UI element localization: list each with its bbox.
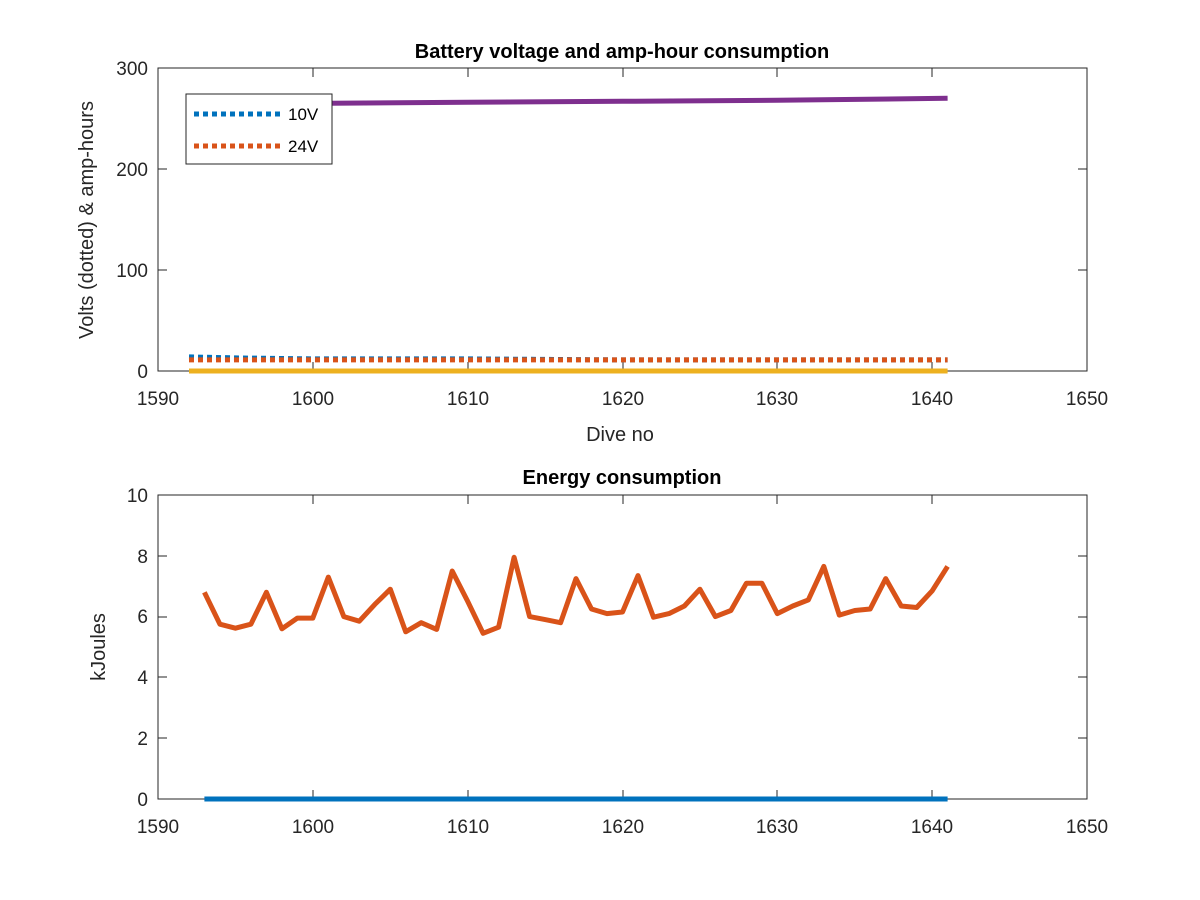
bottom-series-group — [202, 554, 950, 802]
bottom-xtick-label: 1630 — [756, 817, 798, 838]
top-xtick-label: 1650 — [1066, 389, 1108, 410]
top-title: Battery voltage and amp-hour consumption — [415, 41, 829, 63]
bottom-xtick-label: 1620 — [602, 817, 644, 838]
top-ytick-label: 300 — [116, 59, 148, 80]
bottom-series-line-series-1 — [202, 554, 950, 636]
bottom-xtick-label: 1640 — [911, 817, 953, 838]
bottom-ytick-label: 6 — [137, 607, 148, 628]
top-ytick-label: 0 — [137, 362, 148, 383]
bottom-x-ticks: 1590 1600 1610 1620 1630 1640 1650 — [137, 817, 1108, 838]
bottom-ytick-label: 0 — [137, 790, 148, 811]
top-ytick-label: 200 — [116, 160, 148, 181]
bottom-xtick-label: 1590 — [137, 817, 179, 838]
bottom-axes: Energy consumption 0 2 4 6 8 10 1590 160… — [88, 467, 1108, 838]
top-axes: Battery voltage and amp-hour consumption… — [76, 41, 1108, 446]
top-x-ticks: 1590 1600 1610 1620 1630 1640 1650 — [137, 389, 1108, 410]
top-legend: 10V 24V — [185, 93, 333, 165]
bottom-ytick-label: 4 — [137, 668, 148, 689]
top-xtick-label: 1600 — [292, 389, 334, 410]
bottom-title: Energy consumption — [523, 467, 722, 489]
top-y-ticks: 0 100 200 300 — [116, 59, 148, 383]
legend-label-24v: 24V — [288, 137, 319, 156]
bottom-xtick-label: 1610 — [447, 817, 489, 838]
top-xtick-label: 1640 — [911, 389, 953, 410]
bottom-ytick-label: 10 — [127, 486, 148, 507]
bottom-plot-frame — [157, 494, 1088, 800]
top-xtick-label: 1590 — [137, 389, 179, 410]
bottom-ytick-label: 8 — [137, 547, 148, 568]
legend-label-10v: 10V — [288, 105, 319, 124]
bottom-y-axis-label: kJoules — [88, 613, 110, 681]
top-x-axis-label: Dive no — [586, 424, 654, 446]
top-ytick-label: 100 — [116, 261, 148, 282]
top-y-axis-label: Volts (dotted) & amp-hours — [76, 101, 98, 339]
bottom-xtick-label: 1600 — [292, 817, 334, 838]
bottom-y-ticks: 0 2 4 6 8 10 — [127, 486, 149, 811]
bottom-xtick-label: 1650 — [1066, 817, 1108, 838]
bottom-ytick-label: 2 — [137, 729, 148, 750]
legend-box — [185, 93, 333, 165]
top-xtick-label: 1620 — [602, 389, 644, 410]
top-xtick-label: 1630 — [756, 389, 798, 410]
top-xtick-label: 1610 — [447, 389, 489, 410]
